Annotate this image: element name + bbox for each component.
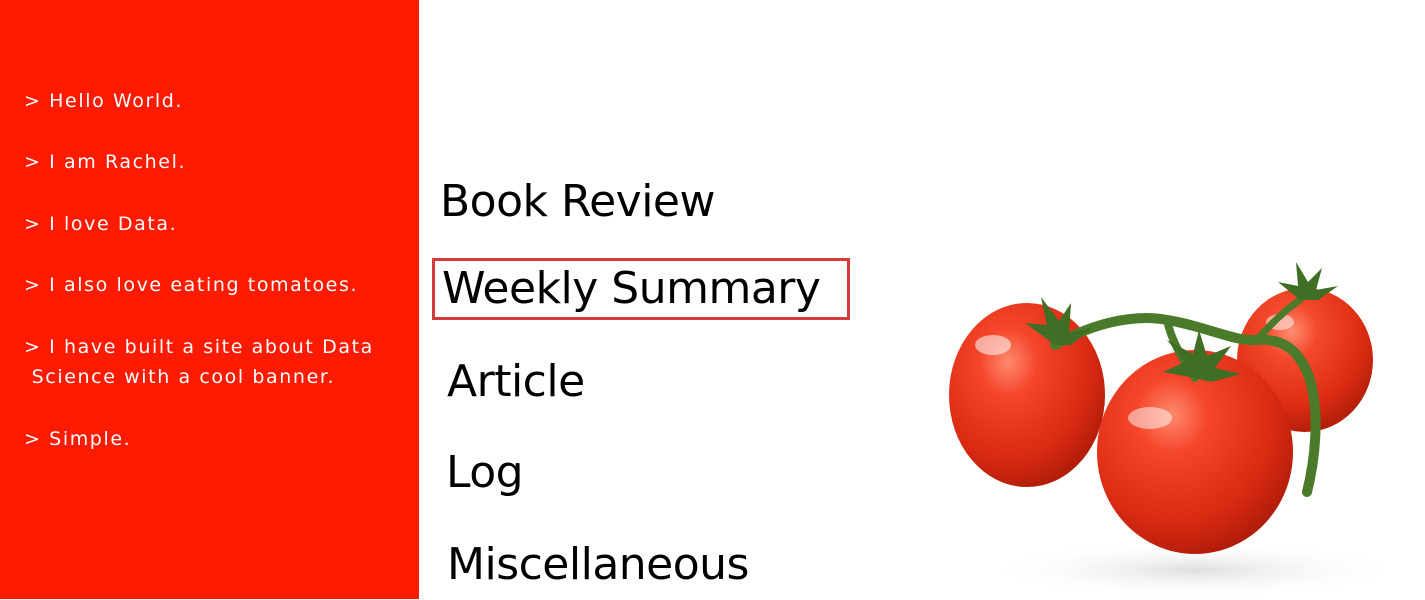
tomato-front [1097, 350, 1293, 554]
nav-link-miscellaneous[interactable]: Miscellaneous [447, 539, 749, 590]
intro-line-data: > I love Data. [24, 213, 178, 235]
intro-line-simple: > Simple. [24, 428, 132, 450]
intro-line-tomatoes: > I also love eating tomatoes. [24, 274, 359, 296]
tomato-highlight [1128, 407, 1172, 429]
sepals [1025, 262, 1338, 382]
intro-line-hello: > Hello World. [24, 90, 184, 112]
tomato-shadow [985, 542, 1405, 598]
tomatoes-on-vine-image [949, 262, 1405, 598]
intro-banner: > Hello World. > I am Rachel. > I love D… [0, 0, 419, 599]
intro-line-site: > I have built a site about Data Science… [24, 336, 374, 388]
vine-branch [1253, 296, 1304, 344]
nav-link-book-review[interactable]: Book Review [440, 176, 715, 227]
nav-link-weekly-summary[interactable]: Weekly Summary [442, 263, 821, 314]
nav-link-article[interactable]: Article [447, 356, 585, 407]
nav-highlight-box [432, 258, 850, 320]
tomato-highlight [975, 335, 1011, 355]
nav-link-log[interactable]: Log [446, 447, 524, 498]
intro-line-name: > I am Rachel. [24, 151, 187, 173]
